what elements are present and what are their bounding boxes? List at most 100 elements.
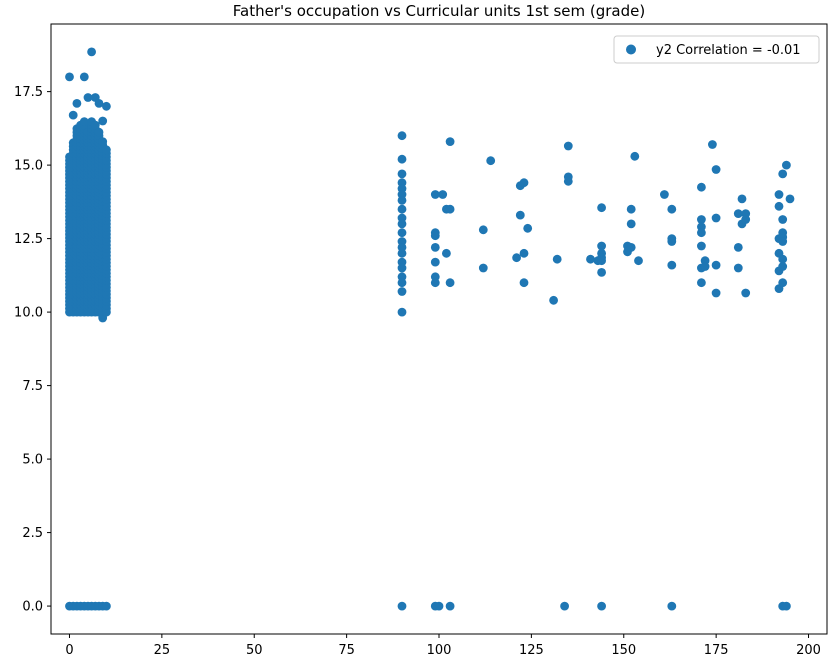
data-point: [83, 93, 93, 102]
data-point: [778, 169, 788, 179]
data-point: [486, 156, 496, 166]
data-point: [697, 182, 706, 192]
data-point: [397, 601, 407, 611]
data-point: [442, 248, 451, 258]
data-point: [90, 120, 100, 130]
data-point: [478, 225, 488, 235]
data-point: [397, 204, 407, 214]
data-point: [733, 243, 743, 252]
data-point: [430, 190, 440, 199]
data-point: [711, 288, 721, 298]
y-tick-label: 12.5: [14, 232, 43, 247]
data-point: [597, 268, 606, 277]
data-point: [660, 190, 669, 199]
data-point: [782, 160, 791, 170]
data-point: [445, 204, 455, 214]
data-point: [519, 178, 529, 188]
data-point: [397, 219, 407, 229]
data-point: [711, 165, 721, 174]
data-point: [708, 140, 717, 149]
data-point: [438, 190, 448, 199]
data-point: [667, 237, 677, 246]
data-point: [445, 137, 455, 147]
data-point: [774, 190, 784, 199]
data-point: [397, 154, 407, 164]
data-point: [430, 231, 440, 241]
data-point: [79, 72, 89, 82]
x-tick-label: 150: [611, 643, 636, 658]
data-point: [98, 137, 108, 147]
data-point: [630, 151, 640, 161]
data-point: [597, 256, 606, 266]
data-point: [102, 601, 111, 611]
y-tick-label: 10.0: [14, 306, 43, 321]
y-tick-label: 7.5: [22, 379, 43, 394]
data-point: [512, 253, 521, 263]
data-point: [523, 223, 533, 233]
data-point: [397, 248, 407, 258]
data-point: [778, 254, 788, 264]
legend-label: y2 Correlation = -0.01: [656, 43, 801, 58]
data-point: [397, 278, 407, 288]
data-point: [597, 601, 606, 611]
data-point: [778, 215, 788, 224]
data-point: [397, 287, 407, 296]
data-point: [697, 278, 706, 288]
data-point: [667, 204, 677, 214]
x-tick-label: 75: [338, 643, 355, 658]
data-point: [597, 203, 606, 213]
data-point: [597, 241, 606, 251]
data-point: [733, 263, 743, 273]
data-point: [519, 248, 529, 258]
data-point: [445, 601, 455, 611]
data-point: [741, 215, 751, 224]
data-point: [98, 116, 108, 126]
chart-title: Father's occupation vs Curricular units …: [233, 2, 645, 20]
x-tick-label: 125: [519, 643, 544, 658]
x-tick-label: 0: [65, 643, 73, 658]
data-point: [87, 47, 96, 57]
data-point: [626, 243, 636, 252]
x-tick-label: 50: [246, 643, 263, 658]
data-point: [430, 278, 440, 288]
data-point: [782, 601, 791, 611]
data-point: [515, 210, 525, 220]
data-point: [68, 110, 78, 120]
data-point: [102, 101, 111, 111]
data-point: [430, 257, 440, 267]
data-point: [397, 263, 407, 273]
legend: y2 Correlation = -0.01: [613, 35, 820, 64]
data-point: [519, 278, 529, 288]
y-tick-label: 5.0: [22, 453, 43, 468]
data-point: [778, 237, 788, 246]
data-point: [697, 228, 706, 238]
x-tick-label: 25: [154, 643, 171, 658]
data-point: [549, 295, 558, 305]
data-point: [586, 254, 595, 264]
data-point: [397, 307, 407, 317]
data-point: [94, 127, 104, 137]
data-point: [741, 288, 751, 298]
data-point: [397, 228, 407, 238]
x-tick-label: 175: [704, 643, 729, 658]
data-point: [733, 209, 743, 219]
data-point: [626, 204, 636, 214]
data-point: [711, 213, 721, 223]
data-point: [102, 145, 111, 155]
x-tick-label: 200: [796, 643, 821, 658]
data-point: [711, 260, 721, 270]
data-point: [697, 241, 706, 251]
data-point: [634, 256, 643, 266]
y-tick-label: 15.0: [14, 159, 43, 174]
data-point: [434, 601, 444, 611]
x-tick-label: 100: [427, 643, 452, 658]
data-point: [552, 254, 562, 264]
data-point: [667, 601, 677, 611]
data-point: [667, 260, 677, 270]
data-point: [700, 262, 710, 271]
data-point: [563, 141, 573, 151]
data-point: [397, 169, 407, 179]
data-point: [397, 131, 407, 141]
legend-marker: [626, 44, 636, 55]
